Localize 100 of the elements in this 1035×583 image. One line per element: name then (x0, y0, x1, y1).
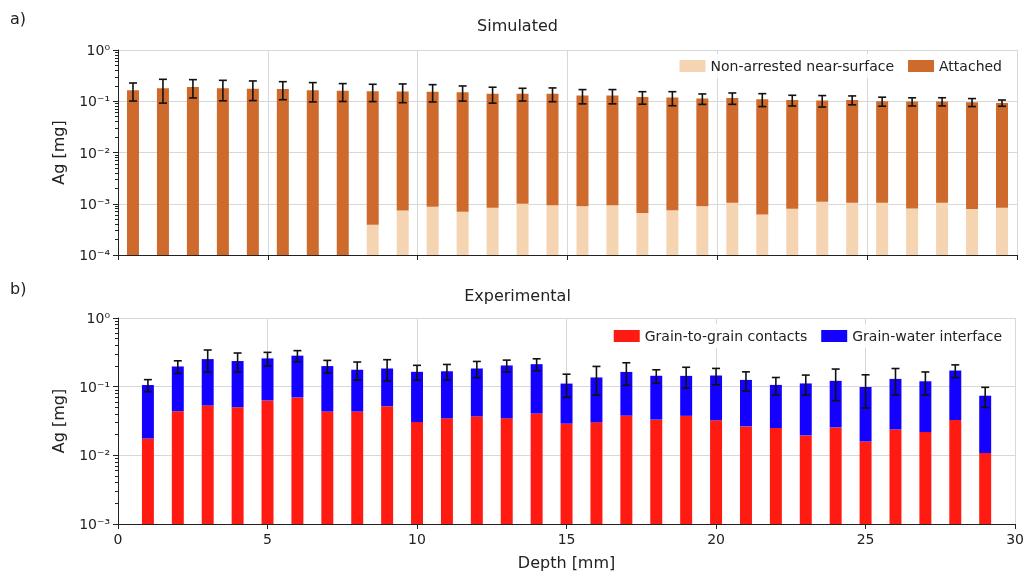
bar (470, 416, 483, 524)
bar (560, 383, 573, 424)
bar (606, 95, 619, 206)
y-tick-label: 10⁻¹ (79, 93, 110, 110)
bar (756, 214, 769, 255)
bar (769, 384, 782, 429)
bar (680, 415, 693, 524)
bar (156, 88, 169, 255)
text: b) (10, 278, 27, 298)
bar (859, 387, 872, 442)
bar (979, 395, 992, 454)
bar (636, 97, 649, 213)
bar (426, 206, 439, 255)
bar (246, 88, 259, 255)
bar (859, 441, 872, 524)
bar (666, 210, 679, 255)
bar (710, 420, 723, 524)
bar (889, 429, 902, 524)
bar (829, 380, 842, 428)
bar (710, 375, 723, 421)
bar (906, 101, 919, 209)
bar (500, 418, 513, 524)
x-tick-label: 10 (408, 531, 426, 547)
bar (620, 415, 633, 524)
x-tick-label: 5 (263, 531, 272, 547)
y-tick-label: 10⁰ (86, 310, 111, 326)
bar (411, 371, 424, 423)
bar (440, 418, 453, 524)
y-axis-title: Ag [mg] (48, 388, 68, 454)
bar (231, 407, 244, 524)
bar (530, 364, 543, 414)
legend-label: Non-arrested near-surface (710, 58, 895, 74)
bar (829, 427, 842, 524)
bar (231, 361, 244, 408)
y-axis-title: Ag [mg] (48, 120, 68, 185)
bar (351, 369, 364, 412)
bar (769, 428, 782, 524)
y-tick-label: 10⁻¹ (79, 378, 110, 395)
bar (470, 368, 483, 417)
bar (201, 405, 214, 524)
bar (486, 207, 499, 255)
bar (516, 93, 529, 204)
bar (261, 358, 274, 401)
bar (576, 206, 589, 255)
bar (949, 420, 962, 524)
bar (696, 206, 709, 255)
bar (666, 97, 679, 211)
bar (996, 102, 1009, 208)
bar (486, 93, 499, 208)
bar (799, 383, 812, 436)
y-tick-label: 10⁻² (79, 447, 110, 464)
bar (321, 411, 334, 524)
x-axis-title: Depth [mm] (517, 552, 616, 572)
bar (590, 377, 603, 423)
bar (739, 379, 752, 427)
y-tick-label: 10⁻² (79, 144, 110, 161)
bar (396, 91, 409, 211)
y-tick-label: 10⁻³ (79, 516, 110, 532)
bar (396, 210, 409, 255)
bar (530, 413, 543, 524)
bar (919, 432, 932, 524)
legend-label: Grain-water interface (852, 328, 1003, 344)
bar (500, 365, 513, 419)
bar (291, 355, 304, 398)
chart-title: Simulated (477, 15, 558, 35)
bar (381, 368, 394, 407)
bar (739, 426, 752, 524)
text: a) (10, 8, 27, 28)
x-tick-label: 15 (557, 531, 576, 547)
bar (186, 86, 199, 255)
y-tick-label: 10⁻⁴ (79, 247, 111, 263)
bar (366, 91, 379, 225)
bar (516, 203, 529, 255)
bar (889, 378, 902, 430)
bar (546, 205, 559, 255)
bar (726, 202, 739, 255)
x-tick-label: 25 (856, 531, 875, 547)
bar (366, 224, 379, 255)
x-tick-label: 0 (113, 531, 123, 547)
bar (876, 202, 889, 255)
bar (590, 422, 603, 524)
y-tick-label: 10⁰ (86, 42, 111, 58)
bar (456, 211, 469, 255)
bar (351, 411, 364, 524)
legend-label: Grain-to-grain contacts (644, 328, 808, 344)
bar (919, 381, 932, 433)
bar (966, 102, 979, 209)
bar (846, 99, 859, 203)
legend-label: Attached (939, 58, 1003, 74)
bar (979, 453, 992, 524)
bar (936, 101, 949, 203)
bar (411, 422, 424, 524)
bar (126, 90, 139, 255)
bar (171, 411, 184, 524)
bar (261, 400, 274, 524)
bar (756, 99, 769, 215)
bar (846, 202, 859, 255)
bar (636, 213, 649, 255)
bar (799, 435, 812, 524)
bar (576, 95, 589, 207)
